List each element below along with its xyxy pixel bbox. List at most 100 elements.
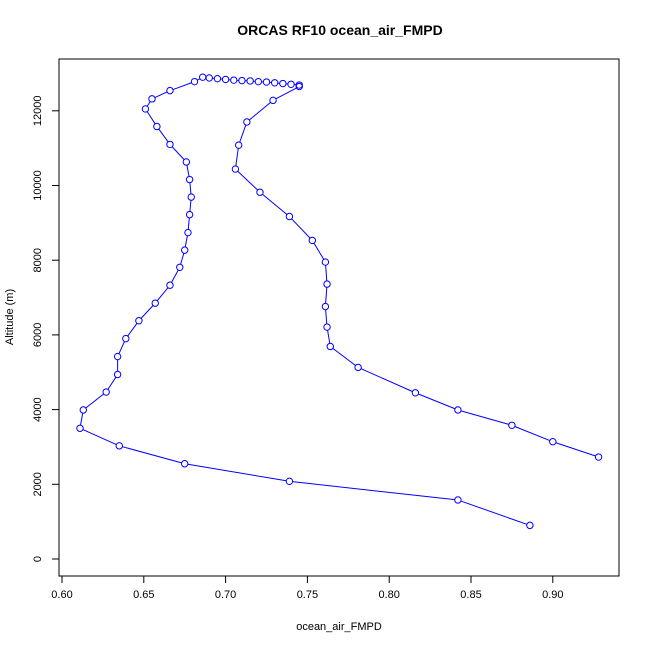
series-segment [127, 322, 138, 337]
data-point [185, 175, 194, 184]
y-tick-label: 10000 [32, 170, 44, 201]
series-segment [332, 348, 356, 366]
series-segment [291, 218, 311, 239]
series-segment [313, 242, 325, 260]
data-point [198, 73, 207, 81]
x-tick-label: 0.80 [378, 589, 399, 601]
data-point [166, 86, 174, 95]
data-point [151, 299, 159, 307]
data-point [185, 210, 194, 219]
series-segment [237, 170, 258, 191]
data-point [238, 76, 246, 85]
data-point [234, 141, 243, 149]
series-segment [249, 101, 271, 121]
data-point [262, 78, 271, 86]
series-segment [187, 463, 287, 482]
x-tick-label: 0.90 [542, 589, 563, 601]
y-tick-label: 6000 [32, 323, 44, 347]
data-point [205, 74, 213, 82]
data-point [190, 77, 199, 86]
y-axis-label: Altitude (m) [4, 289, 16, 345]
data-point [454, 406, 462, 414]
data-point [184, 228, 192, 237]
data-point [287, 80, 295, 88]
x-tick-label: 0.70 [215, 589, 236, 601]
x-tick-label: 0.85 [460, 589, 481, 601]
data-point [181, 460, 189, 468]
series-segment [85, 393, 104, 409]
series-segment [292, 481, 455, 501]
data-point [213, 74, 222, 83]
series-segment [184, 235, 188, 248]
y-tick-label: 12000 [32, 96, 44, 127]
series-segment [146, 101, 151, 107]
series-segment [327, 330, 331, 344]
series-segment [171, 146, 185, 160]
data-point [308, 236, 317, 245]
x-axis: 0.60 0.65 0.70 0.75 0.80 0.85 0.90 [51, 575, 564, 601]
data-point [270, 79, 279, 87]
series-segment [154, 91, 168, 98]
x-tick-label: 0.65 [133, 589, 154, 601]
plot-area-border [58, 58, 620, 577]
series-segment [80, 413, 84, 426]
y-tick-label: 4000 [32, 397, 44, 421]
series-segment [235, 148, 239, 166]
data-point [279, 79, 287, 88]
series-segment [325, 287, 328, 304]
x-tick-label: 0.60 [51, 589, 72, 601]
series-segment [107, 376, 117, 390]
series-segment [156, 287, 169, 301]
data-point [526, 521, 534, 530]
data-point [454, 496, 462, 504]
series-segment [186, 165, 190, 177]
data-point [166, 140, 174, 149]
series-segment [460, 410, 509, 425]
data-point [254, 77, 263, 86]
series-segment [325, 265, 328, 281]
data-point [295, 81, 303, 89]
data-point [508, 421, 516, 429]
series-segment [460, 500, 528, 525]
data-point [326, 342, 335, 351]
x-tick-label: 0.75 [297, 589, 318, 601]
chart-title: ORCAS RF10 ocean_air_FMPD [237, 22, 442, 38]
data-point [182, 158, 191, 166]
data-point [411, 389, 420, 397]
data-point [166, 281, 174, 289]
y-tick-label: 8000 [32, 248, 44, 272]
series-layer [76, 73, 603, 530]
data-point [269, 96, 277, 105]
x-axis-label: ocean_air_FMPD [296, 621, 382, 633]
series-segment [118, 341, 125, 354]
series-segment [122, 446, 182, 464]
data-point [153, 122, 161, 131]
series-segment [158, 128, 169, 143]
y-tick-label: 0 [32, 556, 44, 562]
series-segment [239, 124, 247, 143]
series-segment [146, 111, 156, 125]
data-point [321, 258, 330, 266]
series-segment [140, 305, 154, 319]
series-segment [171, 269, 179, 283]
series-segment [418, 393, 456, 410]
data-point [549, 438, 557, 446]
data-point [141, 105, 150, 113]
series-segment [555, 442, 596, 457]
data-point [354, 363, 362, 372]
series-segment [187, 217, 190, 230]
data-point [243, 118, 251, 126]
series-segment [189, 182, 192, 194]
data-point [176, 263, 184, 271]
data-point [113, 352, 122, 361]
series-segment [360, 368, 413, 392]
data-point [102, 388, 110, 396]
data-point [181, 246, 189, 254]
y-axis: 0 2000 4000 6000 8000 10000 12000 [32, 96, 60, 562]
data-point [256, 188, 264, 196]
data-point [594, 453, 603, 461]
data-point [230, 76, 238, 84]
series-segment [189, 200, 192, 212]
series-segment [180, 253, 185, 265]
